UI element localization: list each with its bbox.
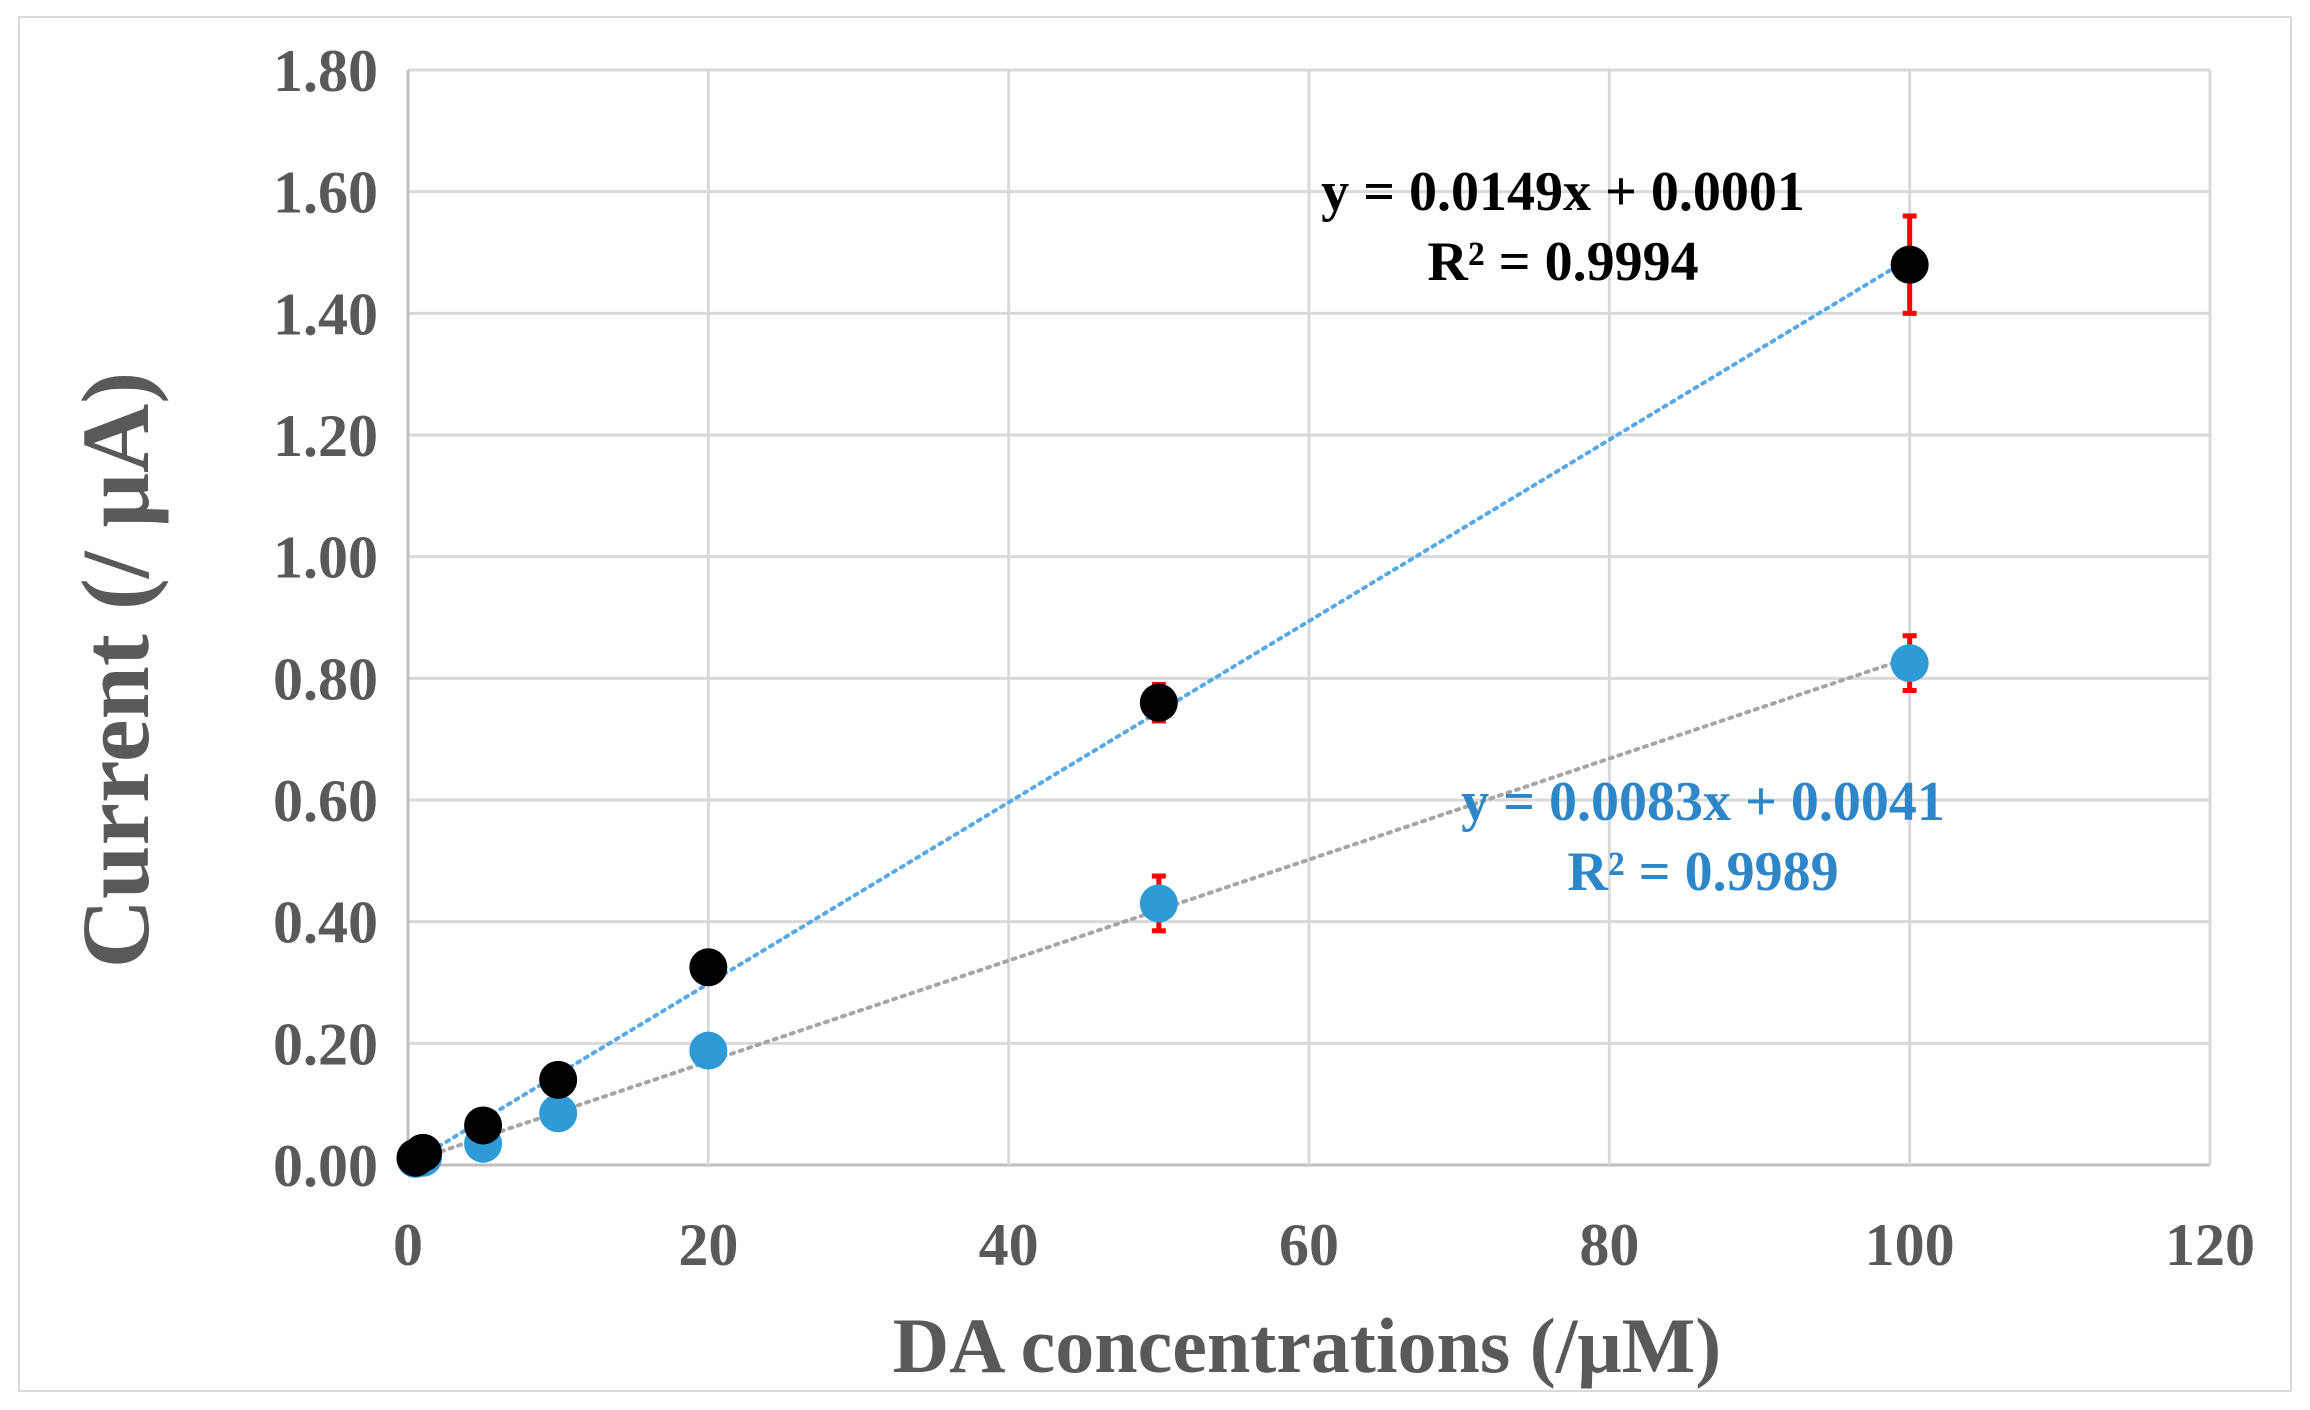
data-point-series-blue [689,1031,728,1070]
y-tick-label: 1.20 [273,403,378,469]
y-tick-label: 1.00 [273,525,378,591]
x-tick-label: 100 [1865,1212,1955,1278]
x-tick-label: 120 [2165,1212,2255,1278]
data-point-series-black [464,1106,503,1145]
equation-series-blue: y = 0.0083x + 0.0041 [1461,771,1945,833]
x-tick-label: 0 [393,1212,423,1278]
y-tick-label: 1.60 [273,160,378,226]
tick-labels: 0.00 0.20 0.40 0.60 0.80 1.00 1.20 1.40 1.60 1.80… [273,38,2255,1278]
y-tick-label: 1.80 [273,38,378,104]
x-tick-label: 40 [979,1212,1039,1278]
x-tick-label: 20 [678,1212,738,1278]
y-tick-label: 1.40 [273,281,378,347]
x-tick-label: 80 [1579,1212,1639,1278]
trendline-series-blue [413,655,1912,1162]
data-points [396,245,1929,1178]
y-tick-label: 0.80 [273,646,378,712]
data-point-series-black [689,948,728,987]
data-point-series-black [1890,245,1929,284]
equation-series-black: y = 0.0149x + 0.0001 [1321,161,1805,223]
data-point-series-blue [1890,644,1929,683]
x-tick-label: 60 [1279,1212,1339,1278]
y-axis-title: Current (/ μA) [62,372,169,969]
data-point-series-blue [539,1094,578,1133]
data-point-series-black [404,1133,443,1172]
y-tick-label: 0.00 [273,1133,378,1199]
data-point-series-blue [1139,884,1178,923]
x-axis-title: DA concentrations (/μM) [893,1302,1721,1389]
y-tick-label: 0.40 [273,890,378,956]
r-squared-series-blue: R² = 0.9989 [1567,841,1838,903]
r-squared-series-black: R² = 0.9994 [1427,231,1698,293]
data-point-series-black [1139,683,1178,722]
y-tick-label: 0.60 [273,768,378,834]
data-point-series-black [539,1060,578,1099]
y-tick-label: 0.20 [273,1011,378,1077]
